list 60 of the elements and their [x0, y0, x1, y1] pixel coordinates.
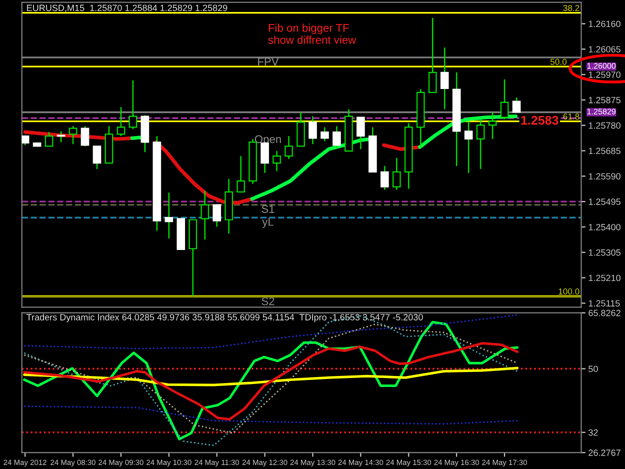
y-tick-label: 65.8262 — [588, 310, 620, 316]
candlestick — [320, 126, 329, 142]
y-tick-label: 1.25590 — [588, 173, 620, 180]
ref-line-label: FPV — [258, 58, 279, 66]
candlestick — [392, 157, 401, 190]
annotation: 1.26000 — [587, 62, 616, 69]
y-tick-label: 1.25970 — [588, 72, 620, 78]
chart-title: EURUSD,M15 1.25870 1.25884 1.25829 1.25829 — [27, 4, 228, 12]
ref-line-label: yL — [262, 218, 274, 228]
line-series — [24, 406, 518, 425]
candlestick — [80, 126, 90, 147]
annotation: 38.2 — [563, 4, 580, 12]
annotation: Fib on bigger TF show diffrent view — [268, 24, 356, 44]
y-tick-label: 1.26160 — [588, 20, 620, 28]
line-series — [23, 366, 519, 386]
candlestick — [476, 118, 485, 170]
y-tick-label: 32 — [588, 429, 598, 436]
candlestick — [428, 17, 437, 94]
candlestick — [116, 106, 126, 137]
line-series — [23, 342, 519, 421]
candlestick — [356, 116, 365, 150]
candlestick — [512, 96, 521, 113]
candlestick — [212, 204, 222, 228]
candlestick — [332, 126, 341, 149]
y-tick-label: 1.25400 — [588, 224, 620, 230]
candlestick — [272, 150, 281, 172]
ref-line-label: S1 — [262, 205, 274, 213]
annotation: 50.0 — [550, 58, 567, 65]
candlestick — [236, 155, 245, 193]
candlestick — [164, 192, 174, 240]
y-tick-label: 1.25210 — [588, 274, 620, 282]
candlestick — [500, 78, 509, 120]
candlestick — [92, 146, 102, 170]
annotation: 1.25829 — [587, 108, 616, 114]
y-tick-label: 1.26065 — [588, 46, 620, 52]
candlestick — [308, 116, 317, 145]
y-tick-label: 1.25305 — [588, 249, 620, 256]
candlestick — [68, 126, 78, 145]
candlestick — [44, 131, 54, 147]
candlestick — [56, 130, 66, 143]
y-tick-label: 1.25780 — [588, 122, 620, 129]
candlestick — [22, 134, 30, 146]
line-series — [24, 314, 518, 350]
candlestick — [464, 120, 473, 174]
annotation: 100.0 — [558, 288, 580, 295]
y-tick-label: 1.25685 — [588, 148, 620, 154]
annotation: 1.2583 — [521, 116, 558, 125]
candlestick — [440, 46, 449, 110]
y-tick-label: 1.25115 — [588, 300, 620, 307]
candlestick — [488, 112, 497, 140]
y-tick-label: 26.2767 — [588, 450, 620, 456]
y-tick-label: 50 — [588, 366, 598, 372]
candlestick — [128, 80, 138, 130]
ref-line-label: S2 — [262, 297, 274, 306]
candlestick — [260, 142, 269, 174]
candlestick — [284, 135, 293, 160]
y-tick-label: 1.25875 — [588, 96, 620, 104]
candlestick — [200, 190, 210, 240]
y-tick-label: 1.25495 — [588, 198, 620, 205]
candlestick — [380, 165, 389, 190]
